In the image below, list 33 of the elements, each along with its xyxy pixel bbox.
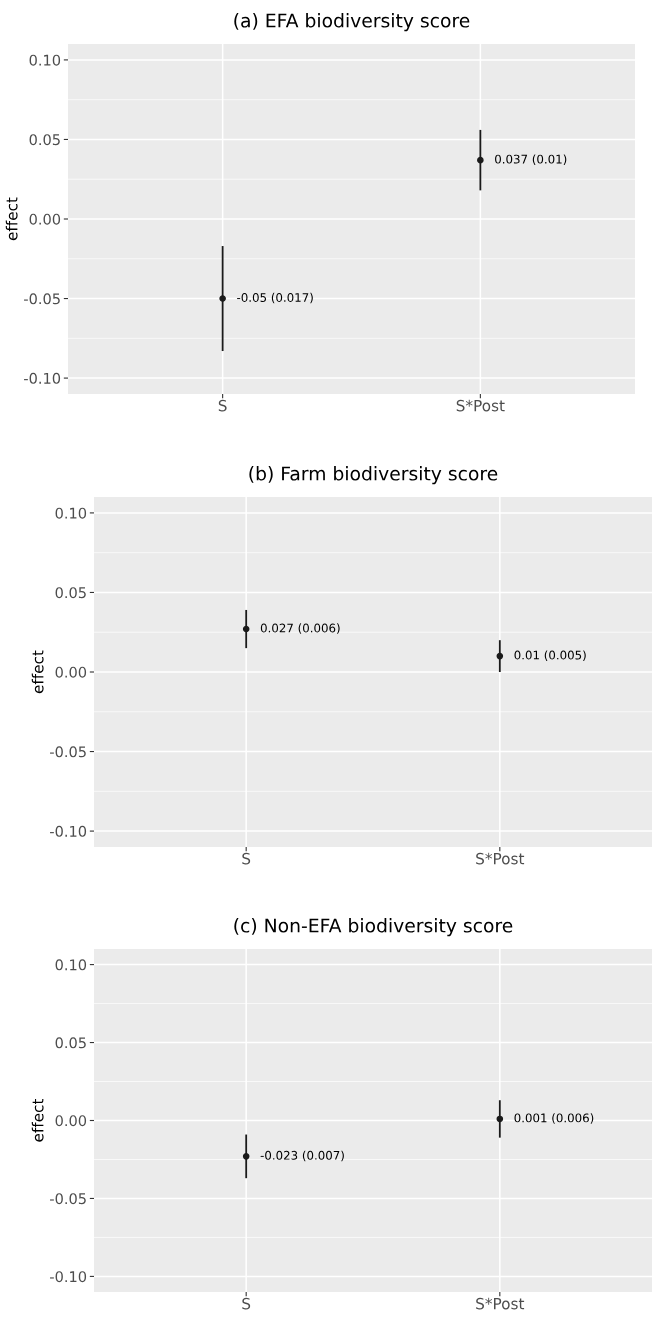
y-tick-label: 0.10 — [29, 54, 61, 66]
data-label: 0.01 (0.005) — [514, 650, 586, 661]
y-tick-label: -0.05 — [50, 746, 86, 758]
chart-title: (c) Non-EFA biodiversity score — [234, 918, 513, 937]
y-axis-title: effect — [31, 1098, 44, 1142]
y-tick-label: 0.00 — [29, 213, 61, 225]
y-tick-label: 0.05 — [55, 587, 86, 599]
x-tick-label: S — [218, 399, 227, 412]
data-label: 0.037 (0.01) — [495, 154, 567, 165]
x-tick-label: S — [242, 1297, 251, 1310]
data-label: 0.001 (0.006) — [514, 1113, 594, 1124]
y-tick-label: 0.00 — [55, 666, 87, 678]
y-tick-label: -0.05 — [24, 293, 60, 305]
data-label: -0.05 (0.017) — [237, 292, 313, 304]
data-label: 0.027 (0.006) — [260, 623, 340, 634]
x-tick-label: S*Post — [456, 399, 505, 412]
y-tick-label: 0.05 — [55, 1037, 86, 1049]
y-tick-label: -0.10 — [24, 372, 61, 384]
y-tick-label: -0.10 — [50, 1271, 87, 1283]
y-tick-label: 0.00 — [55, 1115, 87, 1127]
data-label: -0.023 (0.007) — [260, 1150, 344, 1162]
y-tick-label: 0.05 — [29, 134, 60, 146]
y-tick-label: 0.10 — [55, 507, 87, 519]
x-tick-label: S — [242, 852, 251, 865]
y-tick-label: 0.10 — [55, 959, 87, 971]
y-axis-title: effect — [31, 650, 44, 694]
y-tick-label: -0.10 — [50, 825, 87, 837]
chart-title: (b) Farm biodiversity score — [249, 466, 498, 485]
x-tick-label: S*Post — [476, 852, 525, 865]
y-axis-title: effect — [5, 197, 18, 241]
chart-title: (a) EFA biodiversity score — [234, 13, 470, 32]
x-tick-label: S*Post — [476, 1297, 525, 1310]
y-tick-label: -0.05 — [50, 1193, 86, 1205]
